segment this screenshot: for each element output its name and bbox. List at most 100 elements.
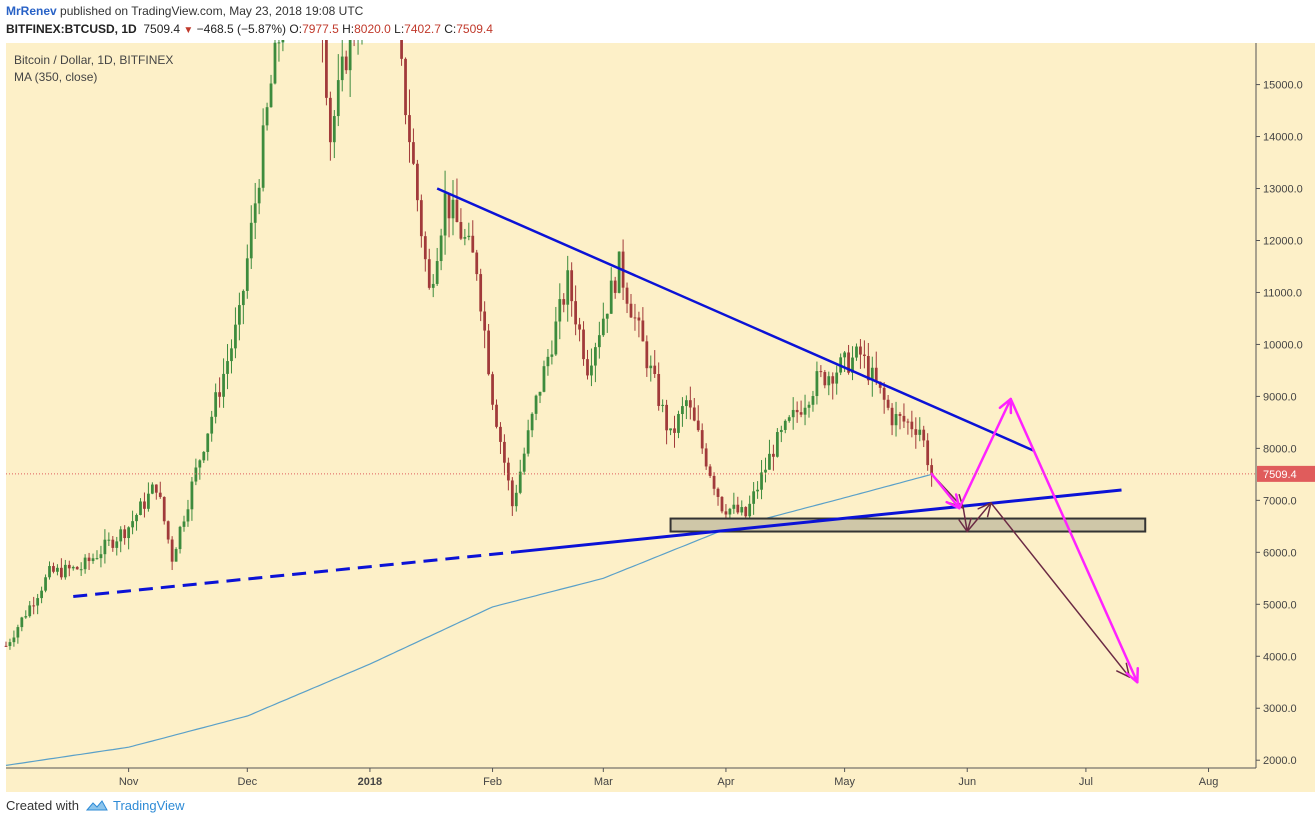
candle-body xyxy=(107,539,111,541)
candle-body xyxy=(764,469,767,473)
tradingview-logo-icon xyxy=(85,799,108,810)
candle-body xyxy=(874,367,878,382)
low-value: 7402.7 xyxy=(404,22,441,36)
price-chart[interactable]: 7509.4 2000.0 3000.0 4000.0 5000.0 6000.0 700… xyxy=(0,40,1315,794)
candle-body xyxy=(637,317,641,321)
candle-body xyxy=(866,356,870,381)
time-tick-label: Aug xyxy=(1199,776,1219,788)
candle-body xyxy=(906,421,910,423)
candle-body xyxy=(111,539,115,548)
candle-body xyxy=(238,305,241,325)
candle-body xyxy=(451,199,455,219)
magenta-scenario-arrow-arrowhead xyxy=(1125,667,1139,684)
candle-body xyxy=(819,371,823,373)
resistance-trendline xyxy=(436,187,1035,453)
candle-body xyxy=(890,407,894,426)
support-trendline xyxy=(512,488,1122,554)
price-tick-label: 5000.0 xyxy=(1263,599,1297,611)
author-link[interactable]: MrRenev xyxy=(6,4,57,18)
legend-indicator: MA (350, close) xyxy=(14,70,97,84)
candle-body xyxy=(336,80,340,117)
candle-body xyxy=(629,303,633,318)
candle-body xyxy=(63,564,67,578)
candle-body xyxy=(863,354,866,357)
candle-body xyxy=(95,558,99,560)
candle-body xyxy=(752,491,756,504)
candle-body xyxy=(447,193,451,219)
candle-body xyxy=(139,501,142,515)
candle-body xyxy=(538,391,542,396)
last-price: 7509.4 xyxy=(143,22,181,36)
time-tick-label: Apr xyxy=(717,776,734,788)
candle-body xyxy=(728,508,732,515)
candle-body xyxy=(253,203,257,223)
candle-body xyxy=(918,429,922,435)
candle-body xyxy=(503,441,506,463)
candle-body xyxy=(554,321,558,355)
candle-body xyxy=(760,472,763,490)
candle-body xyxy=(922,429,926,441)
candle-body xyxy=(894,414,898,426)
close-label: C: xyxy=(444,22,457,36)
candle-body xyxy=(859,346,862,355)
candle-body xyxy=(257,187,261,204)
candle-body xyxy=(20,617,24,628)
candle-body xyxy=(617,251,621,293)
candle-body xyxy=(174,549,178,562)
tradingview-logo[interactable]: TradingView xyxy=(85,798,185,813)
candle-body xyxy=(214,392,218,417)
open-label: O: xyxy=(289,22,303,36)
candle-body xyxy=(831,376,835,384)
price-tick-label: 14000.0 xyxy=(1263,132,1303,144)
candle-body xyxy=(328,97,332,143)
candle-body xyxy=(510,480,514,507)
candle-body xyxy=(135,514,138,522)
candle-body xyxy=(530,413,534,431)
candle-body xyxy=(823,372,827,386)
candle-body xyxy=(412,142,415,164)
candle-body xyxy=(720,496,724,512)
candle-body xyxy=(202,451,206,461)
candle-body xyxy=(712,475,716,489)
candle-body xyxy=(423,236,427,260)
candle-body xyxy=(325,40,328,98)
candle-body xyxy=(463,237,467,239)
time-axis[interactable] xyxy=(6,768,1315,792)
symbol-label: BITFINEX:BTCUSD, 1D xyxy=(6,22,137,36)
candle-body xyxy=(775,432,779,457)
price-change: −468.5 (−5.87%) xyxy=(196,22,287,36)
candle-body xyxy=(526,430,530,454)
candle-body xyxy=(127,527,131,539)
candle-body xyxy=(59,567,63,578)
down-arrow-icon: ▼ xyxy=(183,25,194,36)
candle-body xyxy=(633,317,637,319)
candle-body xyxy=(522,453,526,472)
candle-body xyxy=(740,507,744,513)
candle-body xyxy=(194,467,198,482)
candle-body xyxy=(404,58,407,116)
price-axis[interactable] xyxy=(1256,43,1315,768)
candle-body xyxy=(768,453,771,470)
candle-body xyxy=(677,414,680,433)
candle-body xyxy=(787,417,791,421)
candle-body xyxy=(483,311,487,331)
candle-body xyxy=(657,374,661,406)
candle-body xyxy=(79,569,83,571)
plot-area[interactable] xyxy=(6,43,1256,768)
candle-body xyxy=(115,541,119,548)
price-tick-label: 13000.0 xyxy=(1263,184,1303,196)
candle-body xyxy=(123,529,127,539)
last-price-badge-label: 7509.4 xyxy=(1263,469,1297,481)
candle-body xyxy=(154,484,158,493)
candle-body xyxy=(696,420,700,431)
candle-body xyxy=(222,373,225,397)
candle-body xyxy=(32,605,36,607)
candle-body xyxy=(36,598,40,606)
candle-body xyxy=(910,421,914,430)
candle-body xyxy=(479,274,483,312)
magenta-scenario-arrow-segment xyxy=(958,397,1012,510)
candle-body xyxy=(692,407,696,421)
candle-body xyxy=(467,235,471,238)
dark-scenario-arrow-segment xyxy=(990,502,1131,678)
candle-body xyxy=(103,539,107,555)
